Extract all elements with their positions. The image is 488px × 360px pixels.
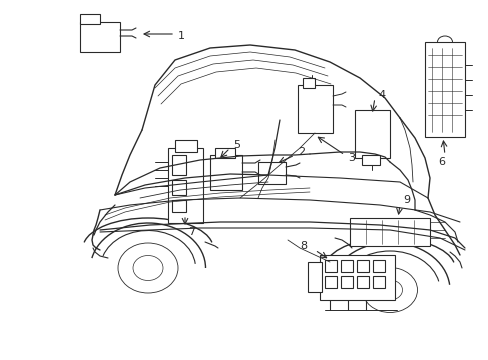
- Bar: [172, 180, 185, 195]
- Text: 2: 2: [297, 147, 305, 157]
- Bar: [325, 260, 336, 272]
- Text: 5: 5: [232, 140, 240, 150]
- Bar: [319, 255, 394, 300]
- Bar: [303, 78, 314, 88]
- Bar: [215, 148, 235, 158]
- Bar: [175, 140, 197, 152]
- Bar: [209, 155, 242, 190]
- Bar: [340, 260, 352, 272]
- Text: 1: 1: [178, 31, 184, 41]
- Bar: [307, 262, 321, 292]
- Bar: [168, 148, 203, 223]
- Text: 3: 3: [347, 153, 354, 163]
- Text: 7: 7: [187, 227, 195, 237]
- Bar: [80, 22, 120, 52]
- Text: 8: 8: [299, 241, 306, 251]
- Bar: [80, 14, 100, 24]
- Bar: [297, 85, 332, 133]
- Bar: [258, 162, 285, 184]
- Bar: [325, 276, 336, 288]
- Text: 4: 4: [377, 90, 385, 100]
- Bar: [356, 276, 368, 288]
- Text: 6: 6: [437, 157, 444, 167]
- Bar: [340, 276, 352, 288]
- Bar: [172, 200, 185, 212]
- Bar: [356, 260, 368, 272]
- Bar: [424, 42, 464, 137]
- Bar: [172, 155, 185, 175]
- Bar: [361, 155, 379, 165]
- Bar: [372, 276, 384, 288]
- Text: 9: 9: [402, 195, 409, 205]
- Bar: [372, 260, 384, 272]
- Bar: [349, 218, 429, 246]
- Bar: [354, 110, 389, 158]
